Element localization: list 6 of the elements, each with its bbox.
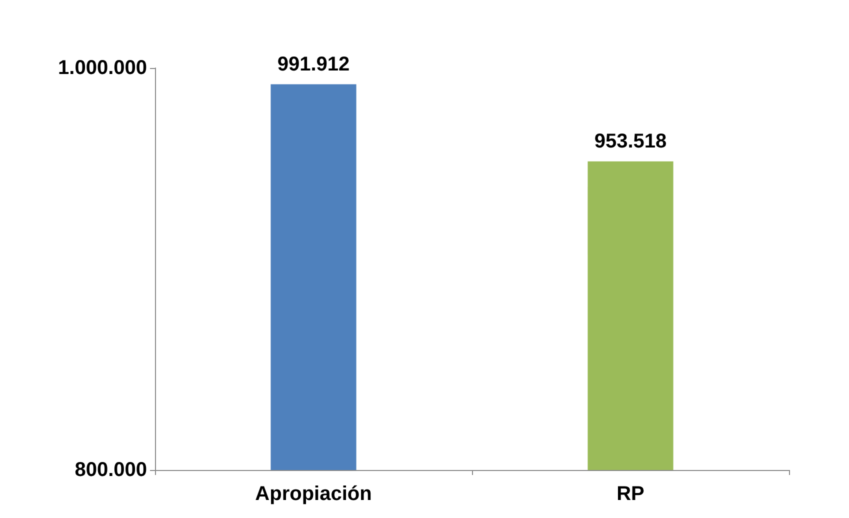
- y-tick-label: 800.000: [74, 459, 147, 481]
- y-tick-label: 1.000.000: [58, 57, 147, 79]
- data-label: 991.912: [277, 53, 350, 76]
- x-tick-label: Apropiación: [255, 483, 372, 505]
- x-tick-label: RP: [616, 483, 644, 505]
- data-label: 953.518: [594, 130, 667, 152]
